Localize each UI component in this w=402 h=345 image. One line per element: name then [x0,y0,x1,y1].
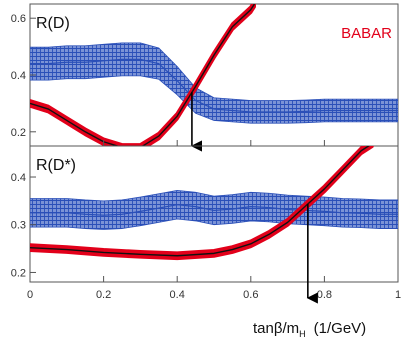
x-axis-label-unit: (1/GeV) [314,320,367,337]
prediction-band [30,4,256,146]
brand-label: BABAR [341,25,392,42]
y-tick-label: 0.6 [11,13,26,25]
x-tick-label: 0 [27,289,33,301]
x-axis-label: tanβ/mH (1/GeV) [253,320,366,339]
panel-label: R(D*) [36,157,76,174]
x-tick-label: 0.2 [96,289,111,301]
plot-area [30,146,398,261]
panel-r-dstar: 0.20.30.40 0.2 0.4 0.6 0.8 1R(D*) [11,145,401,304]
y-tick-label: 0.3 [11,220,26,232]
measurement-band-center [30,204,398,216]
y-tick-label: 0.4 [11,70,26,82]
x-tick-label: 0.6 [243,289,258,301]
x-tick-label: 0.8 [317,289,332,301]
y-tick-label: 0.4 [11,172,26,184]
x-tick-label: 0.4 [170,289,185,301]
prediction-band [30,146,374,261]
x-tick-label: 1 [395,289,401,301]
prediction-curve [30,146,370,257]
x-axis-label-main: tanβ/m [253,320,299,337]
x-axis-label-sub: H [299,329,306,339]
prediction-curve [30,4,256,146]
panel-label: R(D) [36,15,70,32]
measurement-band [30,42,398,124]
plot-area [30,4,398,146]
y-tick-label: 0.2 [11,267,26,279]
measurement-band-center [30,58,398,113]
y-tick-label: 0.2 [11,127,26,139]
panel-r-d: 0.2 0.4 0.6 R(D) [11,3,399,152]
